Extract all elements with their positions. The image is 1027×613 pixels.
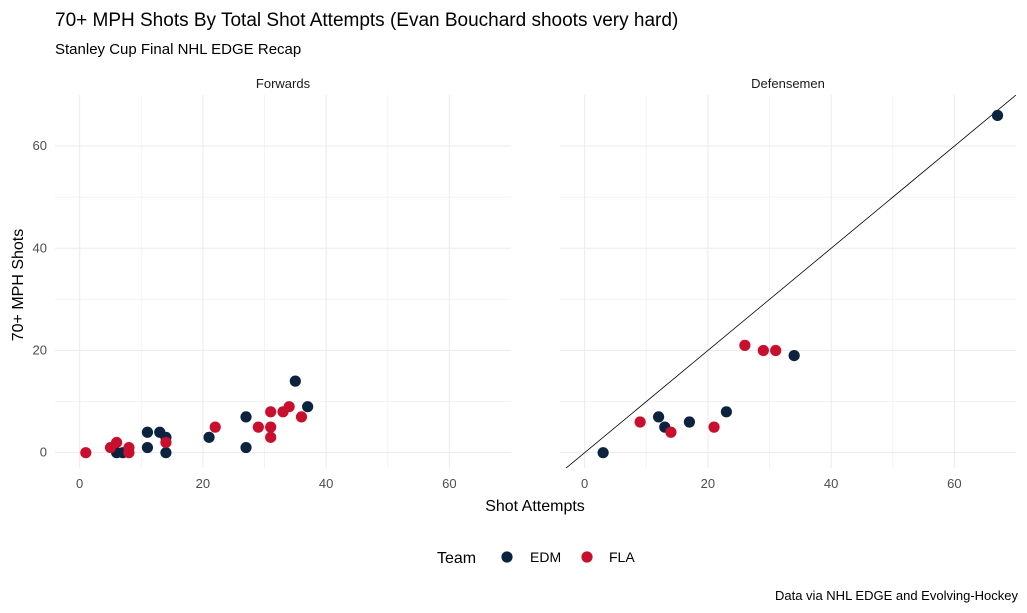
data-point-fla xyxy=(770,344,782,357)
y-tick-label: 60 xyxy=(33,138,47,153)
facet-strip-label: Defensemen xyxy=(751,76,825,91)
x-tick-label: 40 xyxy=(319,476,333,491)
chart-title: 70+ MPH Shots By Total Shot Attempts (Ev… xyxy=(55,10,678,31)
data-point-edm xyxy=(141,426,154,438)
data-point-edm xyxy=(597,447,609,459)
x-tick-label: 20 xyxy=(196,476,210,491)
data-point-edm xyxy=(683,416,696,428)
legend: Team EDM FLA xyxy=(437,549,635,567)
x-tick-label: 40 xyxy=(824,476,838,491)
data-point-fla xyxy=(634,416,646,428)
data-point-fla xyxy=(209,421,221,433)
data-point-fla xyxy=(80,447,92,459)
data-point-edm xyxy=(302,401,314,413)
reference-line-y-equals-x xyxy=(565,95,1016,468)
data-point-fla xyxy=(265,406,277,418)
data-point-edm xyxy=(240,411,252,423)
panel-defensemen: Defensemen 0 20 40 60 xyxy=(560,76,1016,491)
data-point-edm xyxy=(141,441,154,454)
x-tick-label: 60 xyxy=(947,476,961,491)
facet-panels: Forwards 0 20 40 60 0 20 40 60 Defensemen 0 20 40 60 xyxy=(33,76,1016,491)
data-point-fla xyxy=(265,421,277,433)
data-point-edm xyxy=(788,349,800,362)
data-point-fla xyxy=(123,447,135,459)
data-point-fla xyxy=(252,421,264,433)
legend-title: Team xyxy=(437,550,476,567)
legend-label-fla: FLA xyxy=(609,549,635,565)
data-point-edm xyxy=(991,109,1004,122)
x-tick-label: 0 xyxy=(581,476,588,491)
data-point-edm xyxy=(203,431,215,443)
legend-key-fla xyxy=(581,551,593,563)
chart-caption: Data via NHL EDGE and Evolving-Hockey xyxy=(775,588,1019,603)
legend-label-edm: EDM xyxy=(530,549,561,565)
data-point-fla xyxy=(295,411,308,423)
x-tick-label: 60 xyxy=(442,476,456,491)
data-point-fla xyxy=(160,436,172,449)
data-point-edm xyxy=(652,411,665,423)
data-point-edm xyxy=(289,375,301,387)
facet-strip-label: Forwards xyxy=(256,76,311,91)
chart-subtitle: Stanley Cup Final NHL EDGE Recap xyxy=(55,41,301,58)
data-point-fla xyxy=(265,431,277,443)
y-axis-title: 70+ MPH Shots xyxy=(10,229,27,342)
data-point-edm xyxy=(160,447,172,459)
y-tick-label: 0 xyxy=(40,445,47,460)
data-point-fla xyxy=(708,421,720,433)
data-point-fla xyxy=(757,344,769,357)
legend-key-edm xyxy=(501,551,513,563)
data-point-edm xyxy=(240,441,252,454)
data-point-edm xyxy=(720,406,732,418)
x-axis-title: Shot Attempts xyxy=(485,498,585,515)
panel-forwards: Forwards 0 20 40 60 0 20 40 60 xyxy=(33,76,511,491)
y-tick-label: 20 xyxy=(33,342,47,357)
x-tick-label: 0 xyxy=(76,476,83,491)
data-point-fla xyxy=(665,426,677,438)
data-point-fla xyxy=(739,339,751,351)
y-tick-label: 40 xyxy=(33,240,47,255)
x-tick-label: 20 xyxy=(701,476,715,491)
data-point-fla xyxy=(111,436,123,449)
data-point-fla xyxy=(283,401,295,413)
